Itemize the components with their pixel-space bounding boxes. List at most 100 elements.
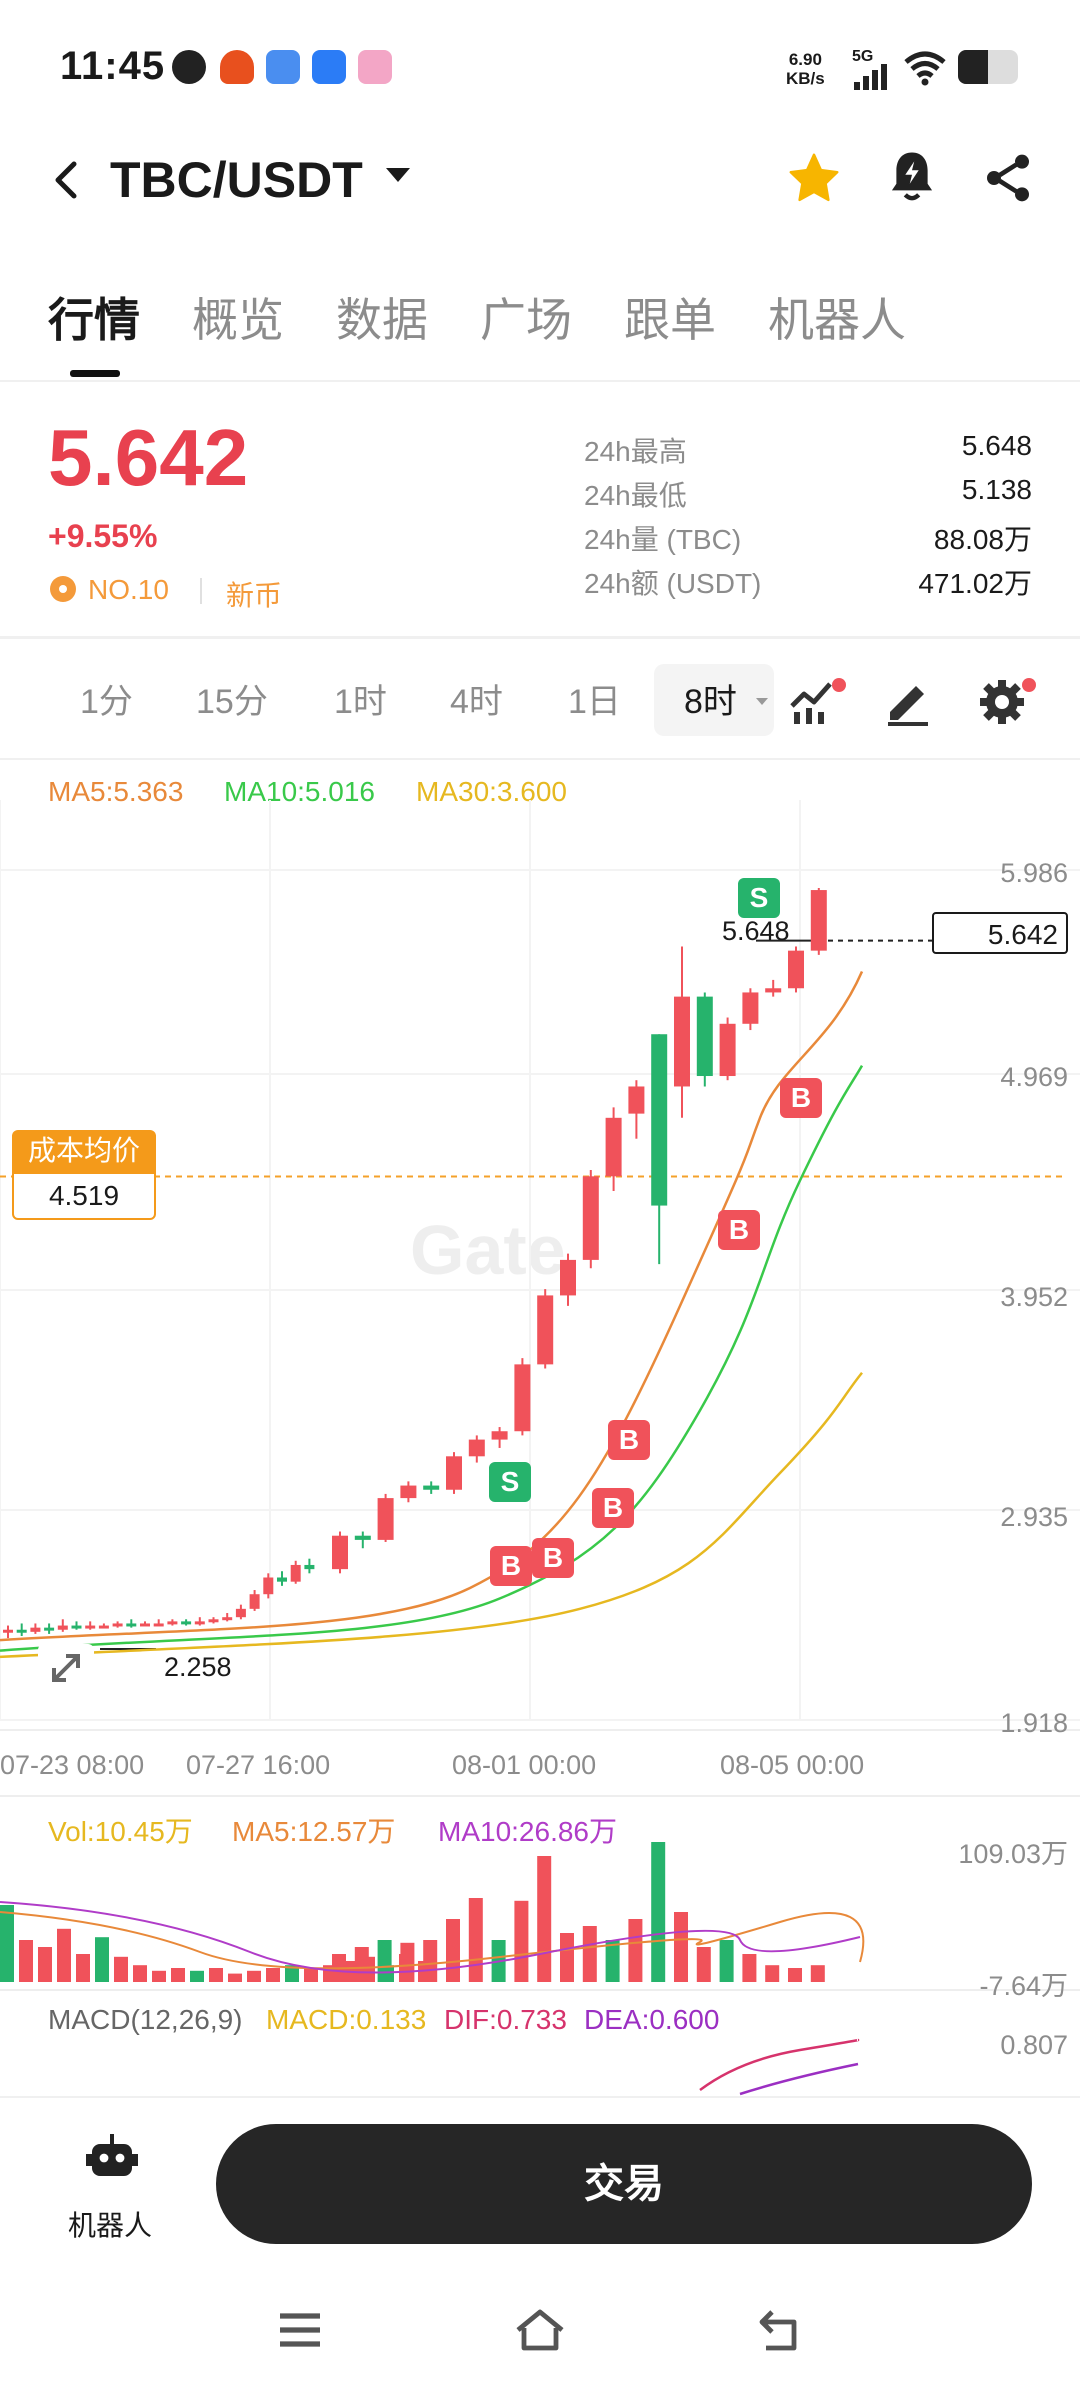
candle-body — [423, 1485, 440, 1490]
volume-bar — [209, 1968, 223, 1982]
robot-icon[interactable] — [84, 2130, 140, 2186]
notification-dot — [1022, 678, 1036, 692]
candle-body — [263, 1577, 274, 1595]
chevron-down-icon[interactable] — [756, 698, 768, 705]
candle-body — [3, 1629, 13, 1633]
candle-body — [674, 996, 690, 1087]
volume-bar — [537, 1856, 552, 1982]
new-coin-tag[interactable]: 新币 — [226, 580, 283, 611]
share-icon[interactable] — [980, 150, 1036, 206]
candle-body — [304, 1564, 315, 1570]
battery-icon — [958, 50, 1018, 84]
buy-signal[interactable]: B — [532, 1538, 574, 1578]
net-speed-value: 6.90 — [788, 50, 822, 69]
buy-signal[interactable]: B — [490, 1546, 532, 1586]
candle-body — [290, 1564, 301, 1582]
timeframe-1m[interactable]: 1分 — [80, 683, 133, 721]
expand-icon[interactable] — [38, 1644, 94, 1694]
timeframe-15m[interactable]: 15分 — [196, 683, 268, 721]
y-axis-label: 2.935 — [1000, 1502, 1068, 1532]
sell-signal[interactable]: S — [489, 1462, 531, 1502]
tab-square[interactable]: 广场 — [480, 294, 572, 346]
favorite-star-icon[interactable] — [786, 150, 842, 206]
pair-title[interactable]: TBC/USDT — [110, 152, 363, 208]
timeframe-1d[interactable]: 1日 — [568, 683, 621, 721]
menu-icon[interactable] — [270, 2300, 330, 2360]
buy-signal[interactable]: B — [592, 1488, 634, 1528]
last-price: 5.642 — [48, 413, 249, 502]
divider — [0, 636, 1080, 639]
low-marker: 2.258 — [164, 1652, 232, 1682]
timeframe-8h[interactable]: 8时 — [684, 683, 737, 721]
candle-body — [651, 1034, 668, 1206]
volume-bar — [19, 1940, 33, 1982]
buy-signal[interactable]: B — [718, 1210, 760, 1250]
settings-gear-icon[interactable] — [974, 672, 1030, 728]
volume-bar — [76, 1954, 90, 1982]
divider — [0, 758, 1080, 760]
price-alert-bell-icon[interactable] — [884, 148, 940, 206]
qq-notification-icon — [172, 50, 206, 84]
volume-ma10-legend: MA10:26.86万 — [438, 1816, 617, 1847]
volume-bar — [719, 1940, 734, 1982]
volume-bar — [95, 1937, 109, 1982]
candle-body — [377, 1498, 394, 1540]
indicators-icon[interactable] — [786, 672, 842, 728]
divider — [0, 380, 1080, 382]
tab-copy-trade[interactable]: 跟单 — [624, 294, 716, 346]
candle-body — [332, 1535, 348, 1570]
buy-signal[interactable]: B — [608, 1420, 650, 1460]
candle-body — [788, 950, 804, 989]
candle-body — [208, 1619, 219, 1623]
candle-body — [446, 1456, 462, 1490]
trade-button[interactable]: 交易 — [216, 2124, 1032, 2244]
wifi-icon — [904, 51, 946, 86]
chevron-down-icon[interactable] — [386, 168, 410, 182]
candle-body — [85, 1625, 96, 1629]
rank-badge[interactable]: NO.10 — [88, 574, 169, 605]
alipay-notification-icon — [312, 50, 346, 84]
candle-body — [57, 1625, 68, 1630]
volume-bar — [247, 1970, 261, 1982]
volume-ma5-legend: MA5:12.57万 — [232, 1816, 396, 1847]
stat-value: 88.08万 — [933, 524, 1032, 555]
sell-signal[interactable]: S — [738, 878, 780, 918]
candlestick-chart[interactable] — [0, 800, 1080, 2100]
app-notification-icon — [358, 50, 392, 84]
back-icon[interactable] — [48, 150, 98, 210]
dif-line — [699, 2038, 860, 2092]
timeframe-selected-bg — [654, 664, 774, 736]
tab-bot[interactable]: 机器人 — [768, 294, 906, 346]
candle-body — [44, 1627, 55, 1631]
volume-bar — [190, 1970, 204, 1982]
volume-bar — [354, 1947, 369, 1982]
dea-line — [739, 2062, 859, 2096]
tab-data[interactable]: 数据 — [336, 294, 428, 346]
volume-bar — [674, 1912, 688, 1982]
volume-bar — [57, 1928, 71, 1982]
candle-body — [112, 1623, 123, 1627]
timeframe-4h[interactable]: 4时 — [450, 683, 503, 721]
candle-body — [277, 1577, 287, 1582]
candle-body — [537, 1295, 554, 1365]
draw-pencil-icon[interactable] — [880, 672, 936, 728]
volume-bar — [696, 1947, 711, 1982]
candle-body — [491, 1431, 508, 1440]
dea-value: DEA:0.600 — [584, 2004, 720, 2035]
timeframe-1h[interactable]: 1时 — [334, 683, 387, 721]
volume-bar — [605, 1940, 620, 1982]
bot-label[interactable]: 机器人 — [68, 2210, 153, 2241]
tab-overview[interactable]: 概览 — [192, 294, 284, 346]
volume-bar — [560, 1933, 574, 1982]
candle-body — [696, 996, 713, 1077]
tab-market[interactable]: 行情 — [48, 294, 140, 346]
buy-signal[interactable]: B — [780, 1078, 822, 1118]
back-nav-icon[interactable] — [750, 2300, 810, 2360]
home-icon[interactable] — [510, 2300, 570, 2360]
y-axis-label: 1.918 — [1000, 1708, 1068, 1738]
tab-active-indicator — [70, 370, 120, 377]
volume-bar — [304, 1968, 318, 1982]
volume-bar — [285, 1965, 299, 1982]
y-axis-label: 4.969 — [1000, 1062, 1068, 1092]
watermark: Gate — [410, 1211, 566, 1289]
